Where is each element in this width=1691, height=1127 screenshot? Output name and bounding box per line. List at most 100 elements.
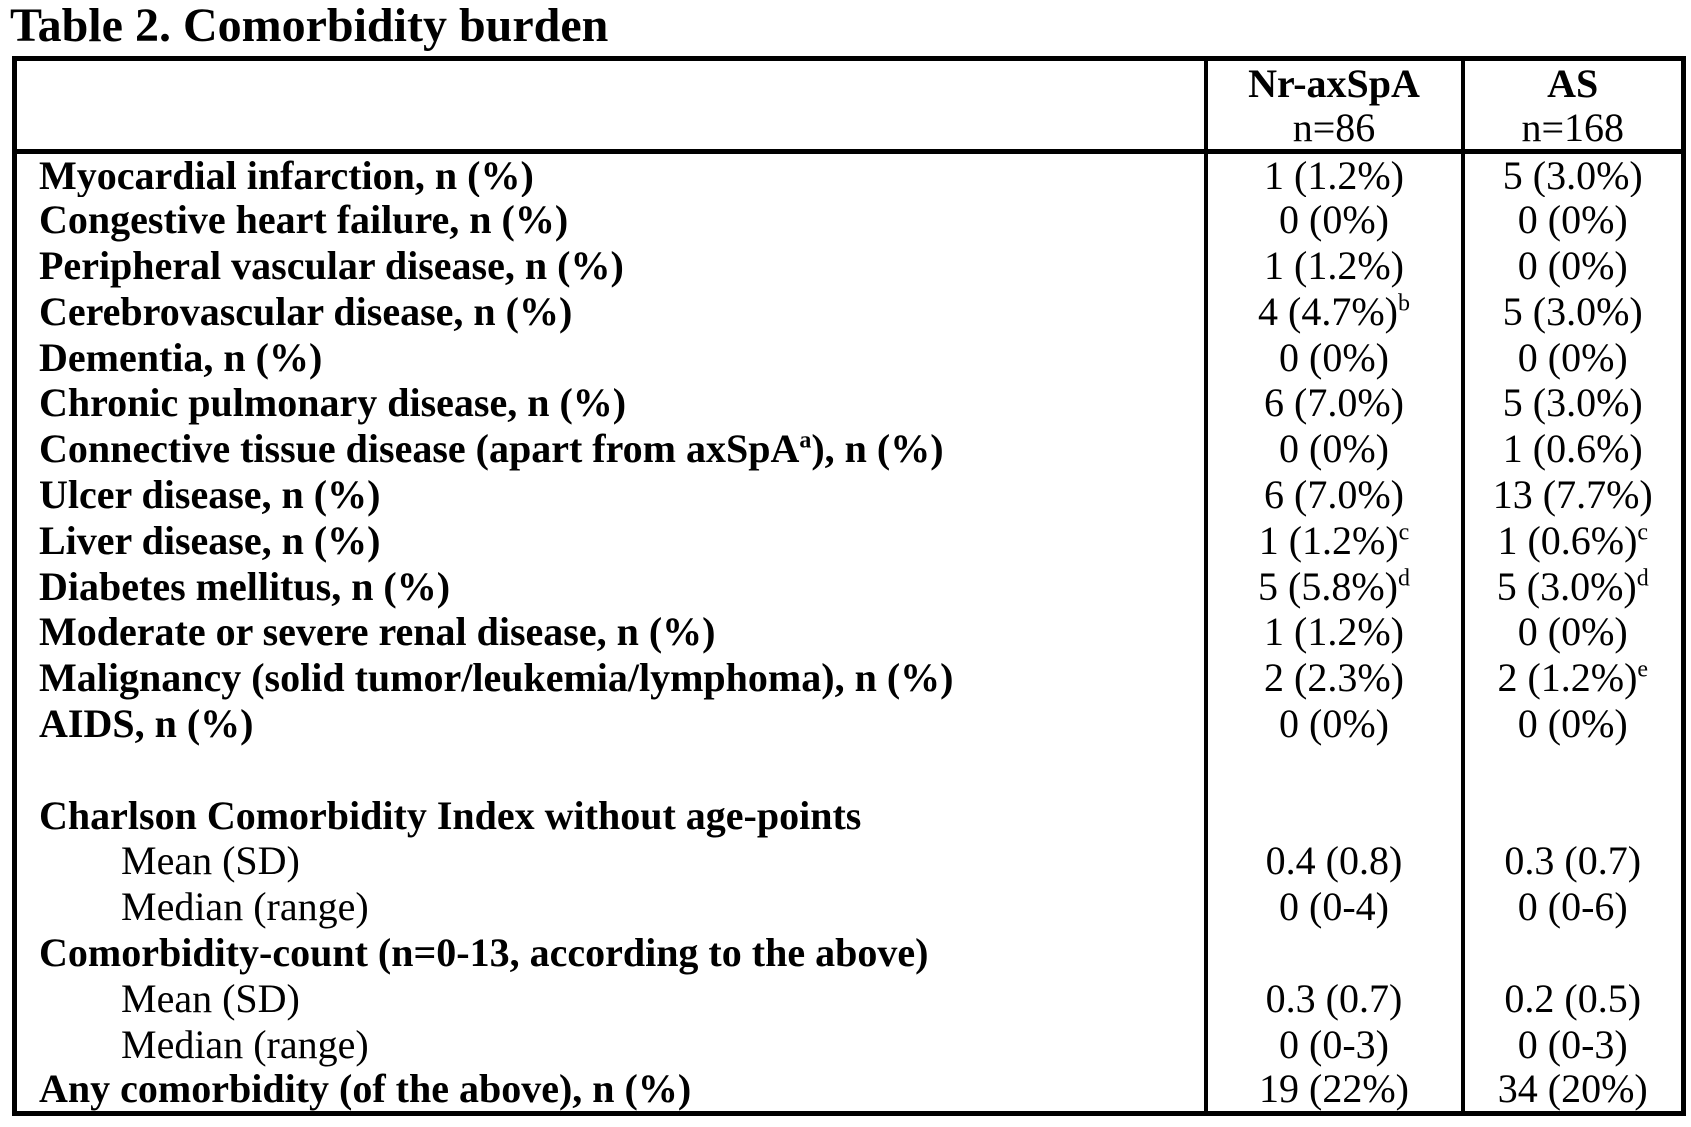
row-label: Mean (SD) [121,975,300,1021]
row-label-continued: ), n (%) [811,426,944,472]
row-label-cell: Any comorbidity (of the above), n (%) [15,1067,1206,1113]
value-nr-axspa: 2 (2.3%) [1264,655,1404,701]
table-row: Comorbidity-count (n=0-13, according to … [15,930,1684,976]
value-cell-nr-axspa: 0.3 (0.7) [1203,975,1463,1022]
column-label-as: AS [1547,61,1599,106]
table-row: Congestive heart failure, n (%) 0 (0%) 0 (… [15,197,1684,244]
value-superscript: e [1637,656,1649,683]
row-label: AIDS, n (%) [39,701,254,746]
value-cell-as: 1 (0.6%) [1460,426,1684,473]
value-nr-axspa: 0 (0-4) [1279,884,1389,930]
value-cell-as: 0 (0%) [1460,701,1684,747]
value-nr-axspa: 6 (7.0%) [1264,380,1404,426]
table-row: Chronic pulmonary disease, n (%) 6 (7.0%)… [15,380,1684,427]
row-label-cell: AIDS, n (%) [15,701,1206,747]
value-nr-axspa: 1 (1.2%) [1264,609,1404,655]
table-row: Ulcer disease, n (%) 6 (7.0%) 13 (7.7%) [15,472,1684,518]
table-row: Any comorbidity (of the above), n (%) 19 … [15,1067,1684,1114]
value-cell-as: 34 (20%) [1460,1067,1684,1114]
table-row [15,746,1684,793]
value-cell-as: 0.3 (0.7) [1460,838,1684,885]
table-row: Connective tissue disease (apart from ax… [15,426,1684,473]
value-cell-as: 0 (0%) [1460,197,1684,244]
value-cell-nr-axspa: 0 (0%) [1203,334,1463,381]
value-cell-as: 2 (1.2%)e [1460,655,1684,702]
value-as: 0 (0%) [1517,609,1628,655]
table-body: Myocardial infarction, n (%) 1 (1.2%) 5 (3… [15,151,1684,1114]
header-row: Nr-axSpA n=86 AS n=168 [14,58,1684,152]
value-as: 0 (0%) [1517,334,1628,380]
table-row: Moderate or severe renal disease, n (%) 1… [15,609,1684,656]
value-cell-as: 0.2 (0.5) [1460,975,1684,1022]
row-label: Dementia, n (%) [39,334,323,380]
value-nr-axspa: 6 (7.0%) [1264,472,1404,517]
value-cell-as: 5 (3.0%) [1460,151,1684,198]
row-label: Cerebrovascular disease, n (%) [39,288,573,334]
row-label-cell: Cerebrovascular disease, n (%) [15,289,1206,335]
table-row: Diabetes mellitus, n (%) 5 (5.8%)d 5 (3.0%… [15,563,1684,610]
value-as: 0.3 (0.7) [1504,838,1642,884]
value-nr-axspa: 0 (0-3) [1279,1021,1389,1067]
value-nr-axspa: 1 (1.2%) [1264,152,1404,198]
value-cell-nr-axspa: 6 (7.0%) [1203,472,1463,518]
table-row: Median (range) 0 (0-4) 0 (0-6) [15,884,1684,931]
row-label: Congestive heart failure, n (%) [39,197,569,243]
value-nr-axspa: 1 (1.2%) [1264,243,1404,288]
value-superscript: c [1637,519,1649,546]
row-label: Diabetes mellitus, n (%) [39,563,451,609]
value-nr-axspa: 0.3 (0.7) [1265,975,1403,1021]
value-cell-nr-axspa [1203,746,1463,793]
column-sublabel-as: n=168 [1521,105,1625,150]
value-as: 1 (0.6%) [1502,426,1643,472]
row-label: Any comorbidity (of the above), n (%) [39,1067,692,1112]
row-label-cell: Malignancy (solid tumor/leukemia/lymphom… [15,655,1206,701]
value-superscript: c [1398,519,1410,546]
value-cell-nr-axspa: 0 (0%) [1203,426,1463,473]
value-cell-as [1460,930,1684,976]
value-nr-axspa: 4 (4.7%) [1258,288,1398,334]
table-row: Cerebrovascular disease, n (%) 4 (4.7%)b 5… [15,288,1684,335]
value-as: 0 (0%) [1517,197,1628,243]
row-label: Myocardial infarction, n (%) [39,152,534,198]
value-cell-nr-axspa: 19 (22%) [1203,1067,1463,1114]
row-label-cell [15,747,1206,793]
value-cell-nr-axspa: 5 (5.8%)d [1203,563,1463,610]
row-label-cell: Charlson Comorbidity Index without age-p… [15,793,1206,839]
value-superscript: d [1636,565,1649,592]
value-cell-nr-axspa: 6 (7.0%) [1203,380,1463,427]
row-label: Moderate or severe renal disease, n (%) [39,609,716,655]
value-as: 5 (3.0%) [1496,563,1637,609]
table-row: Peripheral vascular disease, n (%) 1 (1.2… [15,243,1684,289]
row-label-cell: Chronic pulmonary disease, n (%) [15,380,1206,426]
row-label-cell: Liver disease, n (%) [15,518,1206,564]
row-label: Liver disease, n (%) [39,517,381,563]
row-label-cell: Dementia, n (%) [15,335,1206,381]
table-row: Mean (SD) 0.4 (0.8) 0.3 (0.7) [15,838,1684,885]
row-label: Comorbidity-count (n=0-13, according to … [39,930,929,975]
table-row: Mean (SD) 0.3 (0.7) 0.2 (0.5) [15,975,1684,1022]
value-cell-as: 5 (3.0%) [1460,288,1684,335]
row-label-cell: Median (range) [15,884,1206,930]
column-label-nr-axspa: Nr-axSpA [1248,61,1420,106]
value-superscript: b [1397,290,1410,317]
value-superscript: d [1397,565,1410,592]
table-row: Median (range) 0 (0-3) 0 (0-3) [15,1021,1684,1068]
row-label-superscript: a [799,427,812,454]
value-as: 34 (20%) [1497,1067,1648,1112]
row-label: Median (range) [121,884,369,930]
row-label-cell: Peripheral vascular disease, n (%) [15,243,1206,289]
value-cell-as [1460,746,1684,793]
row-label-cell: Connective tissue disease (apart from ax… [15,426,1206,472]
value-as: 0 (0%) [1517,243,1628,288]
value-as: 0.2 (0.5) [1504,975,1642,1021]
table-row: Charlson Comorbidity Index without age-p… [15,792,1684,839]
table-title: Table 2. Comorbidity burden [10,0,609,52]
value-cell-as: 0 (0%) [1460,609,1684,656]
value-cell-as: 5 (3.0%)d [1460,563,1684,610]
value-as: 0 (0-3) [1517,1021,1628,1067]
row-label-cell: Ulcer disease, n (%) [15,472,1206,518]
value-cell-as: 13 (7.7%) [1460,472,1684,518]
value-nr-axspa: 1 (1.2%) [1258,517,1399,563]
value-cell-nr-axspa: 4 (4.7%)b [1203,288,1463,335]
